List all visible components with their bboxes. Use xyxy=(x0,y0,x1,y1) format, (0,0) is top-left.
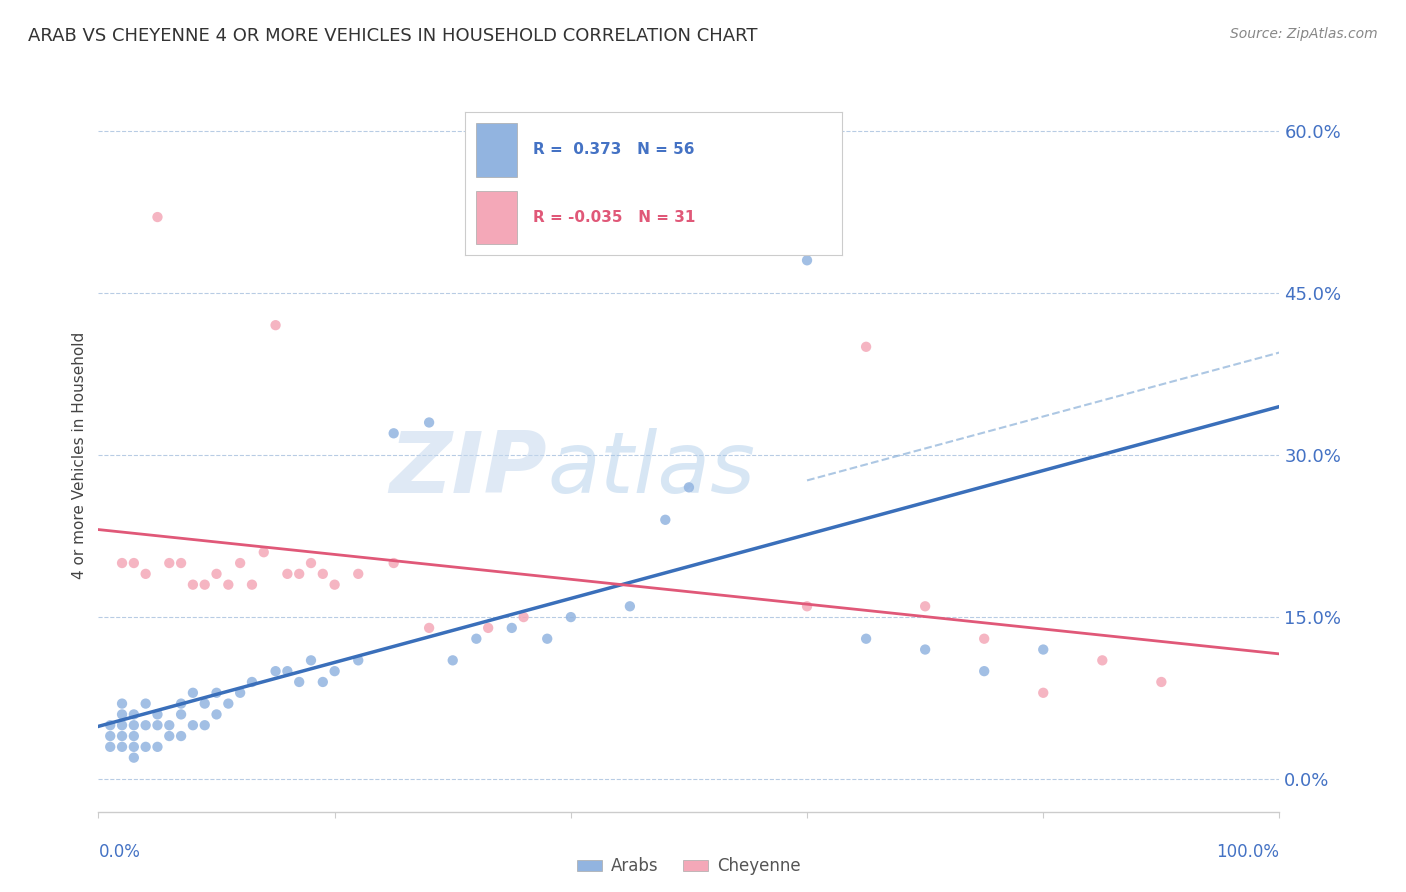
Point xyxy=(288,675,311,690)
Point xyxy=(194,718,217,732)
Point xyxy=(122,750,145,764)
Point xyxy=(264,664,287,678)
Text: 0.0%: 0.0% xyxy=(98,843,141,861)
Point xyxy=(855,340,877,354)
Point xyxy=(299,556,322,570)
Point xyxy=(240,675,263,690)
Point xyxy=(973,632,995,646)
Point xyxy=(135,697,157,711)
Point xyxy=(217,697,239,711)
Text: ZIP: ZIP xyxy=(389,427,547,511)
Point xyxy=(264,318,287,333)
Point xyxy=(98,718,121,732)
Point xyxy=(477,621,499,635)
Point xyxy=(146,739,169,754)
Point xyxy=(240,577,263,591)
Point xyxy=(973,664,995,678)
Point xyxy=(135,566,157,581)
Point xyxy=(146,718,169,732)
Point xyxy=(157,556,180,570)
Point xyxy=(157,729,180,743)
Point xyxy=(276,566,298,581)
Point xyxy=(347,566,370,581)
Point xyxy=(205,566,228,581)
Point xyxy=(1032,686,1054,700)
Point xyxy=(382,556,405,570)
Point xyxy=(382,426,405,441)
Point xyxy=(465,632,488,646)
Point xyxy=(217,577,239,591)
Point xyxy=(796,253,818,268)
Point xyxy=(181,686,204,700)
Text: atlas: atlas xyxy=(547,427,755,511)
Point xyxy=(560,610,582,624)
Point xyxy=(914,642,936,657)
Point xyxy=(323,664,346,678)
Point xyxy=(111,739,134,754)
Point xyxy=(98,729,121,743)
Legend: Arabs, Cheyenne: Arabs, Cheyenne xyxy=(571,851,807,882)
Point xyxy=(170,707,193,722)
Point xyxy=(418,621,440,635)
Point xyxy=(229,686,252,700)
Point xyxy=(796,599,818,614)
Point xyxy=(536,632,558,646)
Point xyxy=(111,556,134,570)
Point xyxy=(312,675,335,690)
Point xyxy=(98,739,121,754)
Point xyxy=(194,577,217,591)
Point xyxy=(441,653,464,667)
Point xyxy=(299,653,322,667)
Point xyxy=(619,599,641,614)
Point xyxy=(170,556,193,570)
Point xyxy=(1150,675,1173,690)
Point xyxy=(312,566,335,581)
Text: 100.0%: 100.0% xyxy=(1216,843,1279,861)
Point xyxy=(1032,642,1054,657)
Point xyxy=(323,577,346,591)
Point xyxy=(111,718,134,732)
Point xyxy=(122,739,145,754)
Point xyxy=(654,513,676,527)
Point xyxy=(914,599,936,614)
Point xyxy=(418,416,440,430)
Point xyxy=(229,556,252,570)
Point xyxy=(205,686,228,700)
Point xyxy=(157,718,180,732)
Point xyxy=(194,697,217,711)
Point xyxy=(122,718,145,732)
Point xyxy=(512,610,534,624)
Point xyxy=(702,178,724,192)
Point xyxy=(347,653,370,667)
Point xyxy=(288,566,311,581)
Point xyxy=(135,739,157,754)
Point xyxy=(855,632,877,646)
Point xyxy=(122,556,145,570)
Point xyxy=(111,707,134,722)
Text: ARAB VS CHEYENNE 4 OR MORE VEHICLES IN HOUSEHOLD CORRELATION CHART: ARAB VS CHEYENNE 4 OR MORE VEHICLES IN H… xyxy=(28,27,758,45)
Point xyxy=(501,621,523,635)
Point xyxy=(146,707,169,722)
Point xyxy=(170,697,193,711)
Point xyxy=(122,707,145,722)
Point xyxy=(1091,653,1114,667)
Text: Source: ZipAtlas.com: Source: ZipAtlas.com xyxy=(1230,27,1378,41)
Point xyxy=(146,210,169,224)
Point xyxy=(170,729,193,743)
Point xyxy=(253,545,276,559)
Point xyxy=(678,480,700,494)
Point xyxy=(276,664,298,678)
Point xyxy=(135,718,157,732)
Y-axis label: 4 or more Vehicles in Household: 4 or more Vehicles in Household xyxy=(72,331,87,579)
Point xyxy=(205,707,228,722)
Point xyxy=(111,697,134,711)
Point xyxy=(181,718,204,732)
Point xyxy=(111,729,134,743)
Point xyxy=(181,577,204,591)
Point xyxy=(122,729,145,743)
